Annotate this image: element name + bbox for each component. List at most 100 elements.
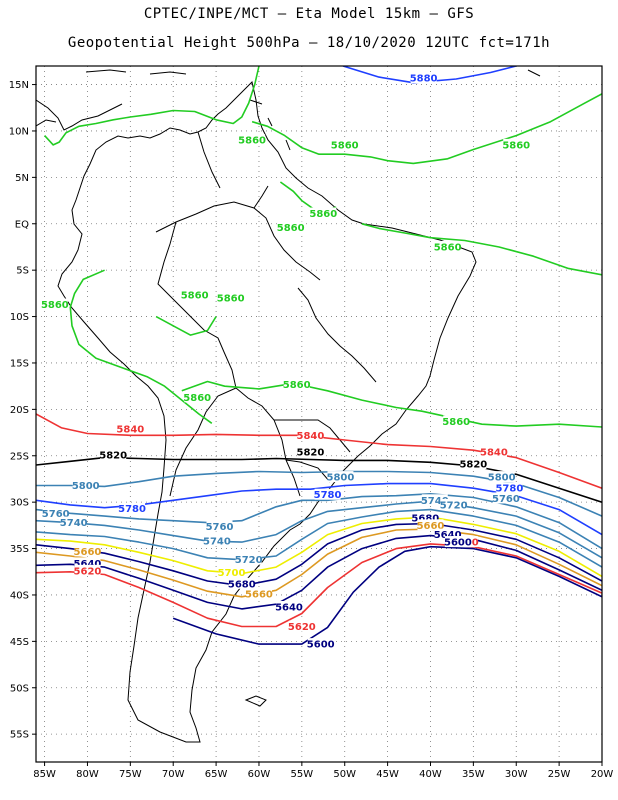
contour-label-bg — [72, 479, 99, 491]
contour-label-bg — [417, 519, 444, 531]
contour-label-bg — [412, 511, 439, 523]
contour-label-bg — [434, 528, 461, 540]
contour-label-bg — [206, 520, 233, 532]
contour-label-bg — [218, 566, 245, 578]
contour-line-5860 — [279, 181, 337, 211]
contour-label-5760: 5760 — [492, 494, 520, 505]
contour-line-5860 — [251, 93, 602, 165]
contour-label-bg — [297, 446, 324, 458]
contour-label-bg — [310, 207, 337, 219]
contour-label-bg — [297, 429, 324, 441]
contour-label-5800: 5800 — [327, 473, 355, 484]
contour-label-bg — [307, 638, 334, 650]
contour-label-bg — [228, 577, 255, 589]
contour-label-bg — [239, 134, 266, 146]
contour-label-5860: 5860 — [434, 242, 462, 253]
contour-label-bg — [74, 557, 101, 569]
contour-line-5640 — [36, 534, 602, 610]
tick-label-lat: 50S — [10, 683, 29, 694]
lat-lon-grid — [36, 66, 603, 762]
tick-label-lon: 60W — [248, 769, 271, 780]
tick-label-lat: 30S — [10, 498, 29, 509]
contour-line-5700 — [36, 516, 602, 578]
contour-lines — [36, 66, 602, 645]
contour-label-5600: 5600 — [307, 640, 335, 651]
contour-label-5860: 5860 — [331, 140, 359, 151]
contour-label-5860: 5860 — [283, 380, 311, 391]
contour-label-bg — [283, 378, 310, 390]
contour-label-5820: 5820 — [297, 448, 325, 459]
contour-label-bg — [275, 601, 302, 613]
contour-label-bg — [277, 221, 304, 233]
contour-label-5840: 5840 — [116, 424, 144, 435]
contour-label-bg — [488, 471, 515, 483]
contour-label-5660: 5660 — [74, 547, 102, 558]
tick-label-lat: 10N — [9, 126, 29, 137]
contour-label-bg — [100, 448, 127, 460]
contour-label-bg — [203, 535, 230, 547]
tick-label-lon: 40W — [419, 769, 442, 780]
contour-line-5860 — [181, 380, 602, 428]
contour-label-bg — [74, 545, 101, 557]
contour-label-bg — [496, 482, 523, 494]
contour-label-bg — [74, 564, 101, 576]
contour-label-bg — [444, 536, 471, 548]
tick-label-lat: 5S — [16, 266, 29, 277]
contour-label-bg — [119, 502, 146, 514]
contour-label-5840: 5840 — [297, 431, 325, 442]
contour-label-bg — [327, 471, 354, 483]
contour-label-5860: 5860 — [217, 294, 245, 305]
contour-labels: 5880 5860 5860 5860 5860 5860 5860 5860 5860 5860… — [41, 72, 530, 651]
tick-label-lat: EQ — [15, 219, 29, 230]
contour-line-5600 — [172, 545, 602, 645]
contour-label-5800: 5800 — [72, 481, 100, 492]
contour-label-bg — [331, 138, 358, 150]
contour-label-5660: 5660 — [245, 590, 273, 601]
tick-label-lat: 45S — [10, 637, 29, 648]
contour-label-5740: 5740 — [60, 518, 88, 529]
tick-label-lat: 5N — [15, 173, 29, 184]
contour-label-5680: 5680 — [228, 579, 256, 590]
contour-label-bg — [42, 507, 69, 519]
contour-line-5660 — [36, 528, 602, 598]
chart-title-line-2: Geopotential Height 500hPa – 18/10/2020 … — [67, 35, 551, 51]
tick-label-lat: 20S — [10, 405, 29, 416]
contour-label-bg — [492, 492, 519, 504]
contour-label-5780: 5780 — [314, 490, 342, 501]
tick-label-lon: 55W — [291, 769, 314, 780]
contour-label-5680: 5680 — [411, 513, 439, 524]
caribbean-islands — [85, 69, 541, 151]
contour-label-bg — [421, 494, 448, 506]
contour-label-5640: 5640 — [275, 603, 303, 614]
contour-label-5860: 5860 — [41, 300, 69, 311]
tick-label-lon: 65W — [205, 769, 228, 780]
tick-label-lat: 25S — [10, 451, 29, 462]
contour-line-5620 — [36, 543, 602, 628]
contour-line-5860 — [361, 223, 602, 276]
tick-label-lon: 25W — [548, 769, 571, 780]
contour-label-bg — [117, 422, 144, 434]
country-borders — [155, 131, 377, 497]
contour-label-5860: 5860 — [309, 209, 337, 220]
contour-label-bg — [217, 292, 244, 303]
contour-label-5860: 5860 — [502, 140, 530, 151]
contour-label-5880: 5880 — [410, 74, 438, 85]
contour-label-5620: 5620 — [74, 566, 102, 577]
tick-label-lon: 75W — [119, 769, 142, 780]
tick-label-lon: 70W — [162, 769, 185, 780]
contour-line-5680 — [36, 522, 602, 587]
contour-label-bg — [410, 72, 437, 84]
contour-label-bg — [314, 488, 341, 500]
contour-label-5800: 5800 — [488, 473, 516, 484]
contour-label-bg — [60, 516, 87, 528]
contour-label-bg — [181, 289, 208, 301]
axis-ticks: 85W 80W 75W 70W 65W 60W 55W 50W 45W 40W 35W 30W 25W 2… — [9, 80, 614, 780]
contour-label-5740: 5740 — [421, 496, 449, 507]
contour-label-5640: 5640 — [74, 559, 102, 570]
contour-label-5860: 5860 — [238, 136, 266, 147]
tick-label-lat: 15N — [9, 80, 29, 91]
contour-label-bg — [288, 620, 315, 632]
contour-line-5720 — [36, 508, 602, 568]
falkland-islands — [244, 695, 267, 707]
